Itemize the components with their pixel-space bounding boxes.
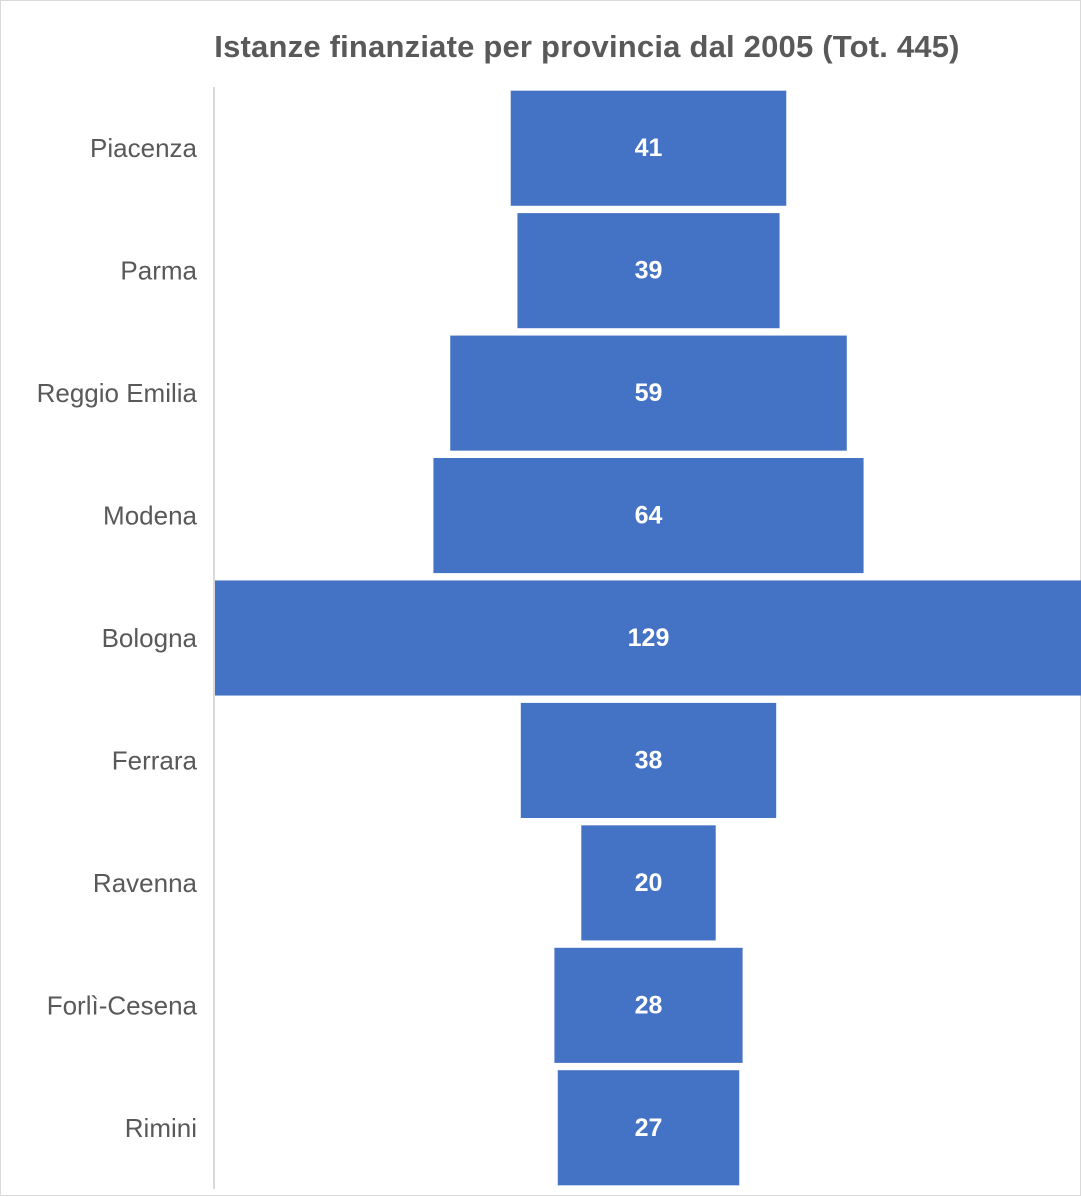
category-label: Ravenna — [93, 868, 198, 898]
value-label: 41 — [635, 134, 663, 162]
value-label: 64 — [635, 502, 663, 530]
category-label: Bologna — [102, 623, 198, 653]
value-labels-group: 41 39 59 64 129 38 20 28 27 — [628, 134, 670, 1142]
category-label: Forlì-Cesena — [47, 990, 198, 1020]
bar-piacenza — [510, 90, 787, 206]
value-label: 38 — [635, 746, 663, 774]
chart-title: Istanze finanziate per provincia dal 200… — [214, 29, 960, 64]
bar-ferrara — [520, 702, 777, 818]
value-label: 129 — [628, 624, 670, 652]
bar-forl-cesena — [554, 947, 743, 1063]
value-label: 59 — [635, 379, 663, 407]
value-label: 28 — [635, 991, 663, 1019]
bar-ravenna — [581, 825, 716, 941]
bar-modena — [433, 458, 864, 574]
value-label: 20 — [635, 869, 663, 897]
bars-group — [215, 90, 1081, 1186]
category-label: Piacenza — [90, 133, 197, 163]
bar-rimini — [557, 1070, 740, 1186]
category-label: Modena — [103, 501, 197, 531]
value-label: 27 — [635, 1114, 663, 1142]
category-label: Parma — [120, 256, 197, 286]
category-label: Rimini — [125, 1113, 197, 1143]
category-labels-group: Piacenza Parma Reggio Emilia Modena Bologna F… — [37, 133, 198, 1143]
bar-parma — [517, 213, 780, 329]
value-label: 39 — [635, 257, 663, 285]
bar-reggio-emilia — [450, 335, 847, 451]
category-label: Ferrara — [112, 745, 198, 775]
category-label: Reggio Emilia — [37, 378, 198, 408]
bar-bologna — [215, 580, 1081, 696]
